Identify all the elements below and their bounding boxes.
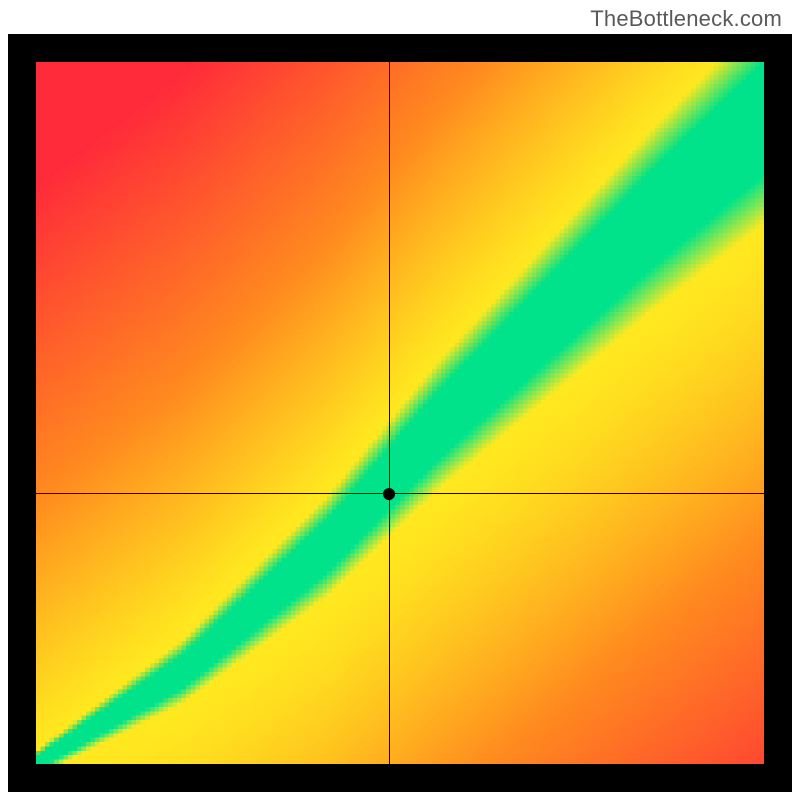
plot-outer-frame (8, 34, 792, 792)
marker-dot (383, 488, 395, 500)
crosshair-horizontal (36, 493, 764, 494)
bottleneck-heatmap (36, 62, 764, 764)
crosshair-vertical (389, 62, 390, 764)
watermark-text: TheBottleneck.com (590, 6, 782, 32)
